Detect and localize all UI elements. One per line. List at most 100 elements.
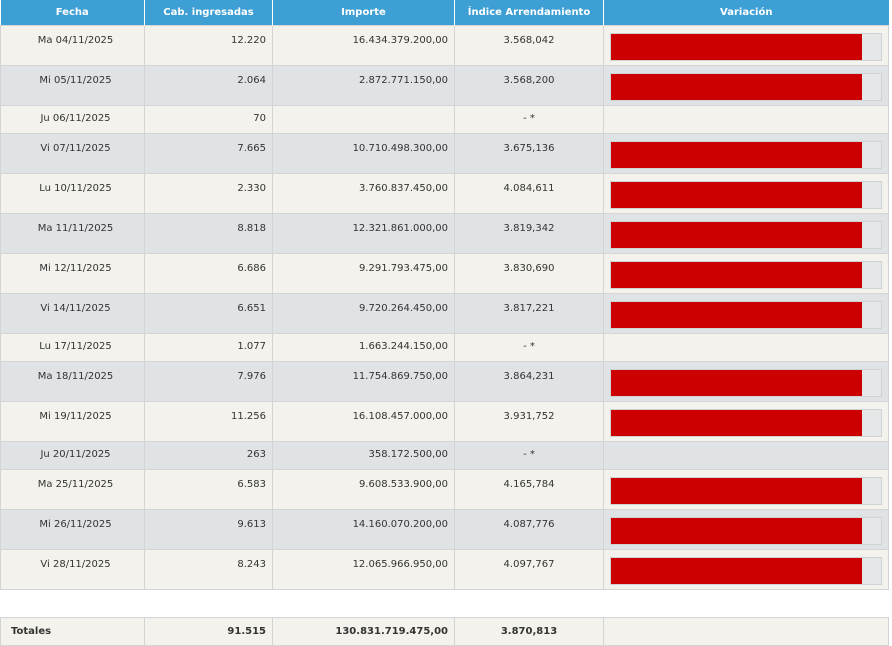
cell-indice: 3.819,342 (454, 213, 604, 254)
cell-variacion (603, 441, 889, 470)
cell-importe: 10.710.498.300,00 (272, 133, 455, 174)
table-row: Ma 11/11/2025 8.818 12.321.861.000,00 3.819… (0, 213, 889, 254)
cell-indice: 3.817,221 (454, 293, 604, 334)
cell-fecha: Vi 28/11/2025 (0, 549, 145, 590)
cell-indice: 4.165,784 (454, 469, 604, 510)
cell-variacion (603, 469, 889, 510)
table-row: Ma 04/11/2025 12.220 16.434.379.200,00 3.56… (0, 25, 889, 66)
cell-importe: 1.663.244.150,00 (272, 333, 455, 362)
cell-importe: 16.434.379.200,00 (272, 25, 455, 66)
cell-fecha: Vi 14/11/2025 (0, 293, 145, 334)
cell-fecha: Mi 12/11/2025 (0, 253, 145, 294)
cell-importe: 12.321.861.000,00 (272, 213, 455, 254)
variation-bar-fill (611, 370, 863, 396)
table-row: Ma 18/11/2025 7.976 11.754.869.750,00 3.864… (0, 361, 889, 402)
cell-indice: 3.931,752 (454, 401, 604, 442)
cell-variacion (603, 133, 889, 174)
cell-cabezas: 9.613 (144, 509, 273, 550)
table-row: Mi 05/11/2025 2.064 2.872.771.150,00 3.568,… (0, 65, 889, 106)
cell-fecha: Lu 17/11/2025 (0, 333, 145, 362)
header-importe[interactable]: Importe (272, 0, 455, 26)
totals-variacion (603, 617, 889, 646)
table-row: Ju 06/11/2025 70 - * (0, 105, 889, 134)
table-row: Lu 10/11/2025 2.330 3.760.837.450,00 4.084,… (0, 173, 889, 214)
cell-variacion (603, 173, 889, 214)
cell-indice: 3.675,136 (454, 133, 604, 174)
cell-cabezas: 1.077 (144, 333, 273, 362)
cell-indice: - * (454, 441, 604, 470)
variation-bar-track (610, 477, 882, 505)
variation-bar-fill (611, 478, 863, 504)
cell-fecha: Ju 20/11/2025 (0, 441, 145, 470)
cell-indice: 3.830,690 (454, 253, 604, 294)
cell-cabezas: 12.220 (144, 25, 273, 66)
cell-variacion (603, 253, 889, 294)
variation-bar-track (610, 73, 882, 101)
cell-fecha: Ma 04/11/2025 (0, 25, 145, 66)
header-variacion[interactable]: Variación (603, 0, 889, 26)
table-row: Vi 14/11/2025 6.651 9.720.264.450,00 3.817,… (0, 293, 889, 334)
variation-bar-track (610, 33, 882, 61)
table-row: Mi 12/11/2025 6.686 9.291.793.475,00 3.830,… (0, 253, 889, 294)
variation-bar-fill (611, 182, 863, 208)
cell-variacion (603, 401, 889, 442)
cell-indice: 4.084,611 (454, 173, 604, 214)
cell-importe: 12.065.966.950,00 (272, 549, 455, 590)
table-row: Vi 07/11/2025 7.665 10.710.498.300,00 3.675… (0, 133, 889, 174)
cell-indice: 3.568,200 (454, 65, 604, 106)
header-indice[interactable]: Índice Arrendamiento (454, 0, 604, 26)
cell-indice: - * (454, 333, 604, 362)
cell-fecha: Ma 11/11/2025 (0, 213, 145, 254)
header-fecha[interactable]: Fecha (0, 0, 145, 26)
cell-fecha: Mi 05/11/2025 (0, 65, 145, 106)
variation-bar-fill (611, 262, 863, 288)
variation-bar-track (610, 409, 882, 437)
cell-fecha: Mi 26/11/2025 (0, 509, 145, 550)
cell-importe: 2.872.771.150,00 (272, 65, 455, 106)
table-body: Ma 04/11/2025 12.220 16.434.379.200,00 3.56… (0, 25, 889, 590)
totals-importe: 130.831.719.475,00 (272, 617, 455, 646)
cell-fecha: Ma 18/11/2025 (0, 361, 145, 402)
cell-cabezas: 7.976 (144, 361, 273, 402)
cell-variacion (603, 105, 889, 134)
cell-importe (272, 105, 455, 134)
variation-bar-track (610, 557, 882, 585)
cell-fecha: Ju 06/11/2025 (0, 105, 145, 134)
header-cabezas[interactable]: Cab. ingresadas (144, 0, 273, 26)
table-row: Vi 28/11/2025 8.243 12.065.966.950,00 4.097… (0, 549, 889, 590)
cell-fecha: Mi 19/11/2025 (0, 401, 145, 442)
table-row: Mi 26/11/2025 9.613 14.160.070.200,00 4.087… (0, 509, 889, 550)
totals-indice: 3.870,813 (454, 617, 604, 646)
table-row: Ma 25/11/2025 6.583 9.608.533.900,00 4.165,… (0, 469, 889, 510)
variation-bar-track (610, 181, 882, 209)
variation-bar-track (610, 369, 882, 397)
cell-indice: 3.568,042 (454, 25, 604, 66)
cell-importe: 9.608.533.900,00 (272, 469, 455, 510)
header-row: Fecha Cab. ingresadas Importe Índice Arr… (0, 0, 889, 26)
cell-cabezas: 11.256 (144, 401, 273, 442)
variation-bar-fill (611, 302, 863, 328)
cell-variacion (603, 549, 889, 590)
cell-indice: - * (454, 105, 604, 134)
cell-fecha: Vi 07/11/2025 (0, 133, 145, 174)
cell-cabezas: 70 (144, 105, 273, 134)
totals-row: Totales 91.515 130.831.719.475,00 3.870,… (0, 617, 889, 646)
cell-cabezas: 7.665 (144, 133, 273, 174)
variation-bar-fill (611, 518, 863, 544)
table-row: Lu 17/11/2025 1.077 1.663.244.150,00- * (0, 333, 889, 362)
totals-label: Totales (0, 617, 145, 646)
cell-importe: 11.754.869.750,00 (272, 361, 455, 402)
totals-cabezas: 91.515 (144, 617, 273, 646)
cell-variacion (603, 509, 889, 550)
variation-bar-fill (611, 558, 863, 584)
cell-variacion (603, 25, 889, 66)
variation-bar-track (610, 301, 882, 329)
variation-bar-fill (611, 142, 863, 168)
cell-indice: 4.087,776 (454, 509, 604, 550)
cell-cabezas: 2.064 (144, 65, 273, 106)
cell-indice: 4.097,767 (454, 549, 604, 590)
cell-variacion (603, 333, 889, 362)
cell-variacion (603, 213, 889, 254)
cell-importe: 9.720.264.450,00 (272, 293, 455, 334)
